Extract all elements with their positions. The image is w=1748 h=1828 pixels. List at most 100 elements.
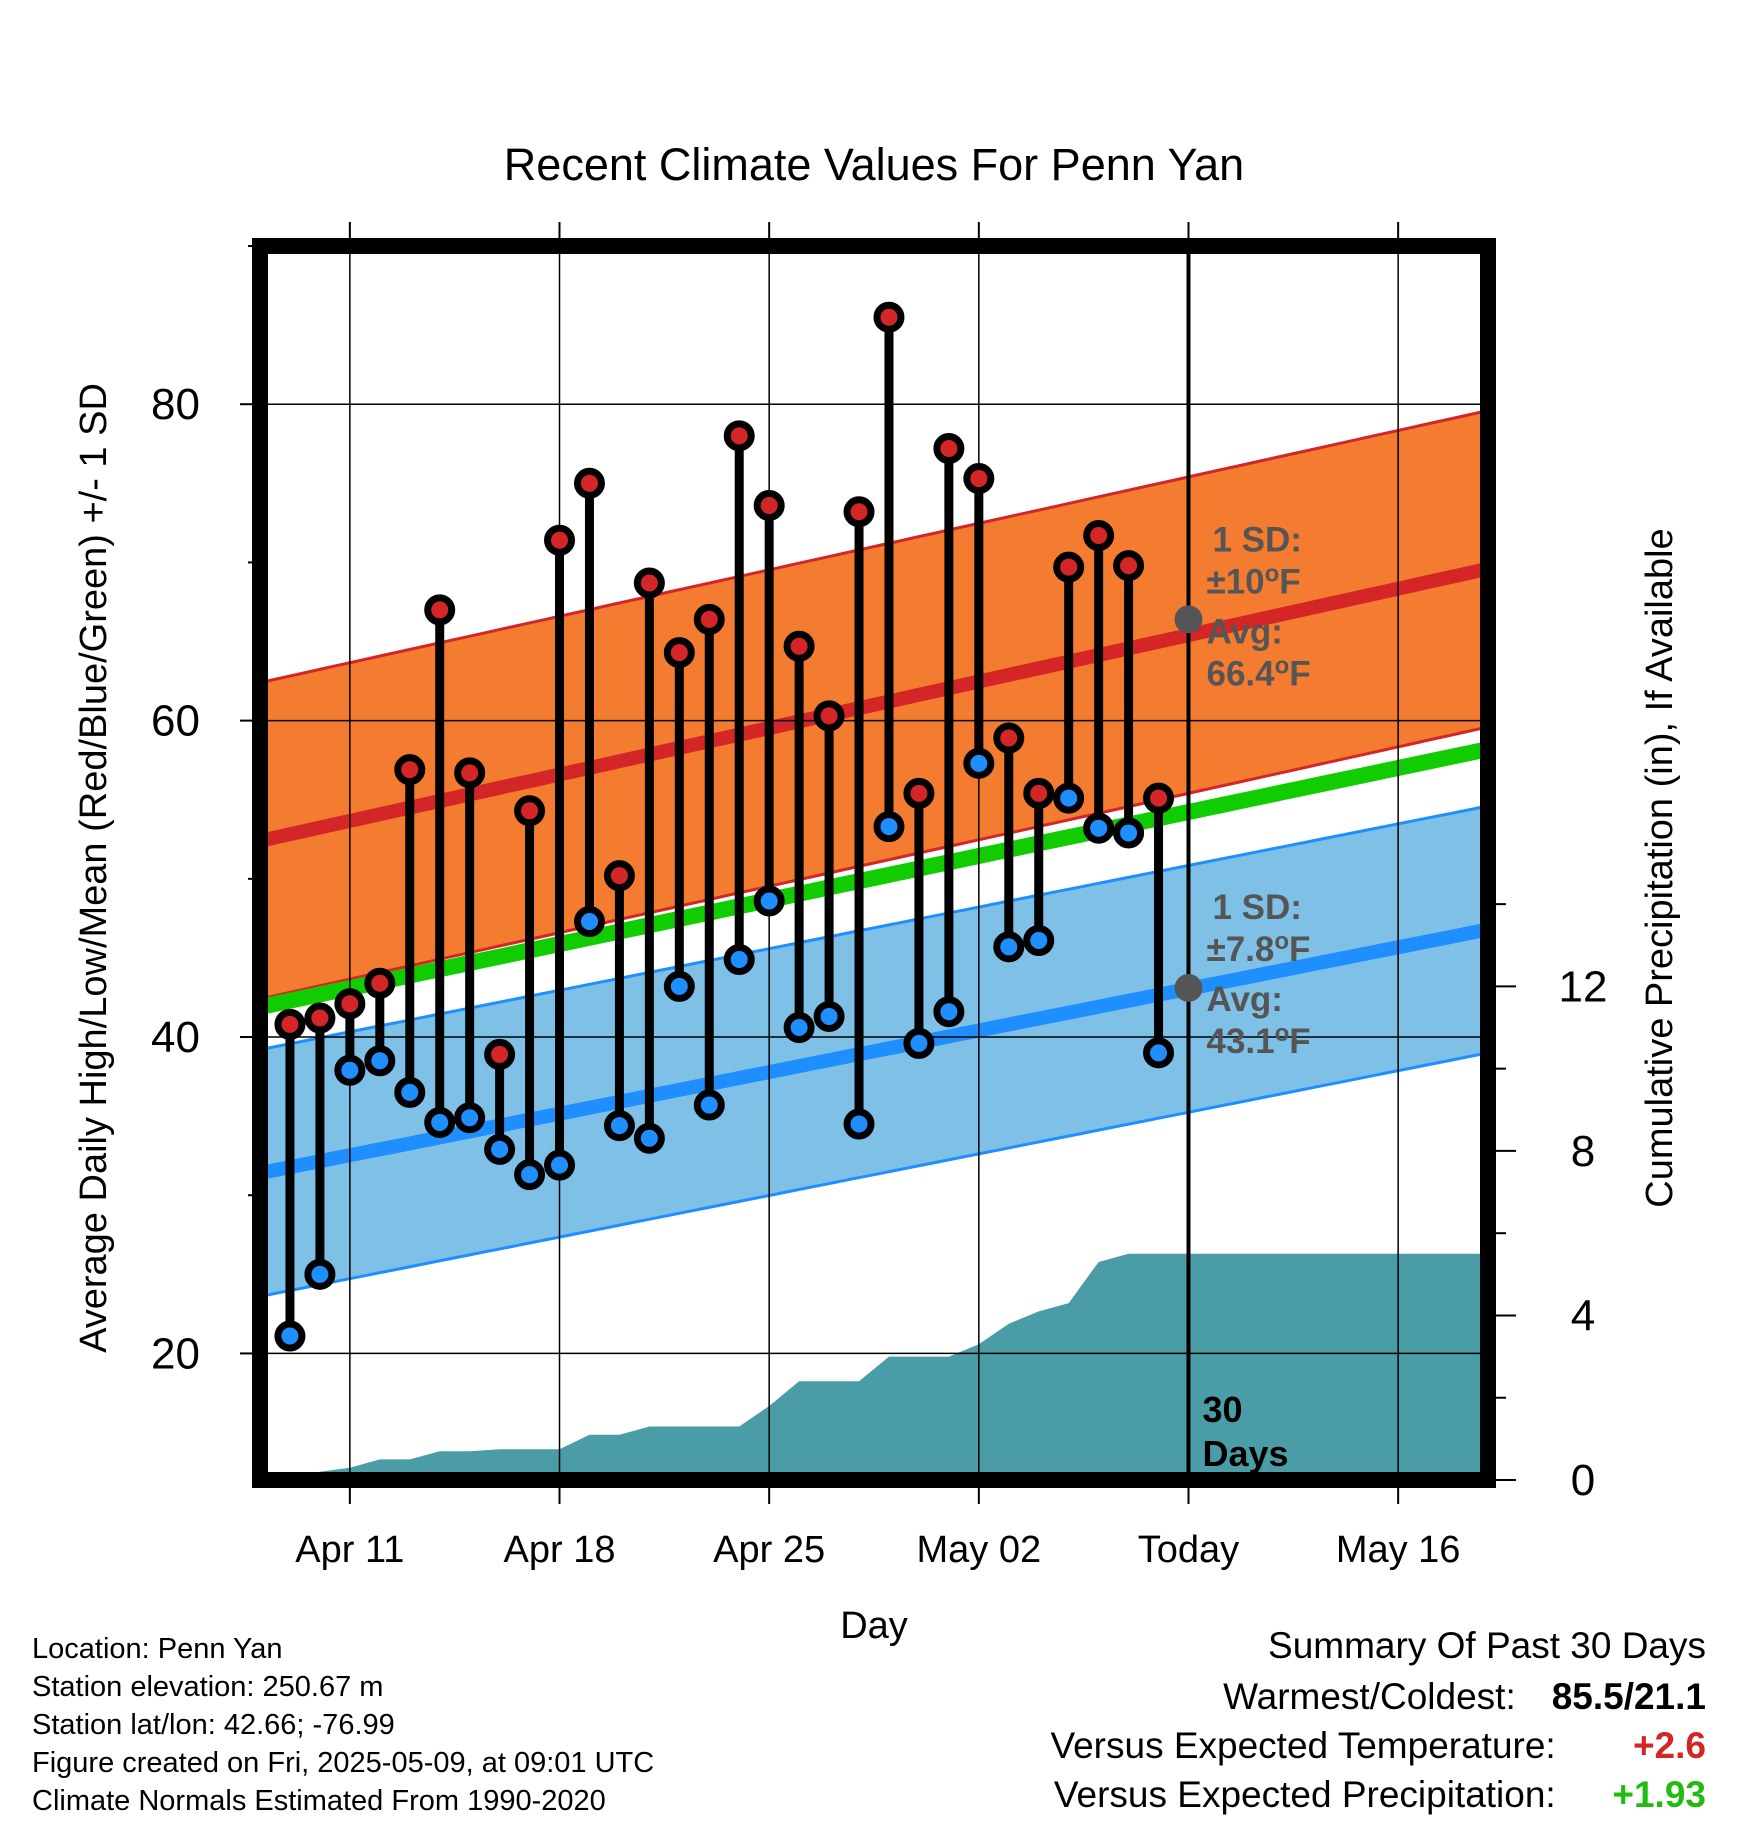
low-point [573,906,605,938]
high-point [544,524,576,556]
summary-warm-cold-label: Warmest/Coldest: [1223,1676,1516,1717]
low-point [394,1076,426,1108]
low-point [963,747,995,779]
summary-title: Summary Of Past 30 Days [1268,1625,1706,1666]
x-tick-label: Today [1138,1529,1239,1571]
avg-high-line [260,561,1488,848]
y-tick-label: 60 [151,697,200,746]
low-point [783,1012,815,1044]
low-band-upper-edge [260,804,1488,1052]
y2-tick-label: 4 [1571,1291,1595,1340]
low-point [663,970,695,1002]
y-axis-label: Average Daily High/Low/Mean (Red/Blue/Gr… [73,383,115,1353]
high-point [813,700,845,732]
low-point [424,1106,456,1138]
high-point [514,795,546,827]
high-point [1113,550,1145,582]
low-point [723,944,755,976]
high-point [1053,551,1085,583]
x-axis-label: Day [840,1605,908,1647]
low-point [903,1027,935,1059]
low-sd-value: ±7.8oF [1206,928,1310,969]
low-point [753,885,785,917]
high-point [1023,777,1055,809]
today-low-normal-marker [1174,973,1203,1002]
high-sd-value: ±10oF [1206,560,1300,601]
y-tick-label: 20 [151,1329,200,1378]
precip-area [260,1253,1488,1480]
low-point [993,931,1025,963]
high-sd-label: 1 SD: [1212,520,1301,559]
high-point [963,463,995,495]
high-point [783,630,815,662]
high-point [484,1038,516,1070]
low-point [364,1045,396,1077]
high-point [723,420,755,452]
low-point [1113,817,1145,849]
today-days-label-line1: 30 [1202,1389,1242,1430]
low-point [484,1133,516,1165]
avg-mean-line [260,741,1488,1015]
low-avg-label: Avg: [1206,980,1282,1019]
summary-temp-row: Versus Expected Temperature: +2.6 [1050,1727,1706,1764]
x-tick-label: Apr 25 [713,1529,825,1571]
high-point [933,433,965,465]
high-point [573,467,605,499]
low-point [1023,925,1055,957]
y-tick-label: 40 [151,1013,200,1062]
high-point [454,757,486,789]
high-point [334,988,366,1020]
summary-precip-label: Versus Expected Precipitation: [1053,1774,1556,1815]
x-tick-label: Apr 11 [295,1529,404,1571]
low-point [843,1108,875,1140]
low-point [454,1102,486,1134]
high-point [304,1002,336,1034]
low-band-lower-edge [260,1051,1488,1298]
y-tick-label: 80 [151,380,200,429]
summary-temp-value: +2.6 [1632,1725,1706,1766]
info-latlon: Station lat/lon: 42.66; -76.99 [32,1709,395,1741]
chart-title: Recent Climate Values For Penn Yan [504,139,1244,190]
low-avg-value: 43.1oF [1206,1020,1310,1061]
today-days-label-line2: Days [1202,1433,1288,1474]
y2-tick-label: 12 [1559,962,1608,1011]
info-created: Figure created on Fri, 2025-05-09, at 09… [32,1747,655,1779]
high-point [394,754,426,786]
low-point [334,1054,366,1086]
high-band-lower-edge [260,725,1488,1001]
low-point [693,1089,725,1121]
high-point [633,567,665,599]
low-point [633,1122,665,1154]
low-point [544,1149,576,1181]
high-point [843,496,875,528]
high-point [753,489,785,521]
x-tick-label: May 02 [917,1529,1042,1571]
x-tick-label: Apr 18 [504,1529,616,1571]
info-location: Location: Penn Yan [32,1633,283,1665]
summary-precip-row: Versus Expected Precipitation: +1.93 [1054,1776,1706,1813]
high-point [1143,782,1175,814]
plot-content [260,246,1488,1480]
y2-axis-label: Cumulative Precipitation (in), If Availa… [1639,528,1681,1207]
high-avg-value: 66.4oF [1206,652,1310,693]
summary-temp-label: Versus Expected Temperature: [1050,1725,1556,1766]
high-point [663,637,695,669]
avg-low-line [260,922,1488,1180]
info-elevation: Station elevation: 250.67 m [32,1671,384,1703]
high-point [364,967,396,999]
x-tick-label: May 16 [1336,1529,1461,1571]
low-sd-label: 1 SD: [1212,888,1301,927]
low-point [933,996,965,1028]
low-point [873,811,905,843]
low-point [304,1258,336,1290]
summary-warm-cold-value: 85.5/21.1 [1551,1676,1706,1717]
high-point [903,777,935,809]
high-point [993,722,1025,754]
today-high-normal-marker [1174,605,1203,634]
low-point [603,1110,635,1142]
high-band-upper-edge [260,409,1488,685]
high-point [1083,520,1115,552]
low-point [514,1159,546,1191]
